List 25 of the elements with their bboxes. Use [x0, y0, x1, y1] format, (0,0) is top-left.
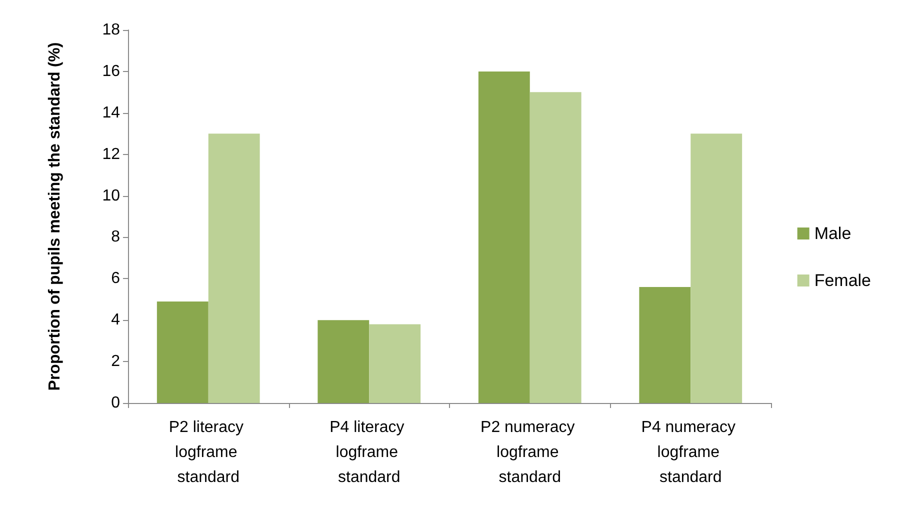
y-tick-label: 0: [111, 394, 120, 412]
y-tick-label: 8: [111, 228, 120, 246]
legend-label: Female: [814, 271, 871, 290]
bar: [690, 134, 742, 403]
y-tick-label: 14: [102, 104, 120, 122]
x-tick-label: P4 literacy logframe standard: [330, 419, 409, 486]
y-tick-label: 4: [111, 312, 120, 329]
bar: [639, 286, 691, 403]
bar: [478, 71, 530, 403]
x-tick-label: P2 numeracy logframe standard: [480, 419, 580, 486]
bar: [208, 134, 260, 403]
y-tick-label: 12: [102, 146, 120, 163]
legend-label: Male: [814, 224, 852, 243]
y-tick-label: 10: [102, 187, 120, 204]
y-tick-label: 16: [102, 62, 120, 80]
bar: [369, 324, 421, 403]
y-axis-title: Proportion of pupils meeting the standard (%): [46, 42, 64, 391]
y-tick-label: 2: [111, 353, 120, 370]
bar: [156, 301, 208, 403]
y-tick-label: 18: [102, 22, 120, 38]
x-tick-label: P4 numeracy logframe standard: [641, 419, 740, 486]
bar: [530, 92, 582, 403]
y-tick-label: 6: [111, 270, 120, 288]
x-tick-label: P2 literacy logframe standard: [168, 419, 248, 486]
bar: [318, 320, 370, 403]
